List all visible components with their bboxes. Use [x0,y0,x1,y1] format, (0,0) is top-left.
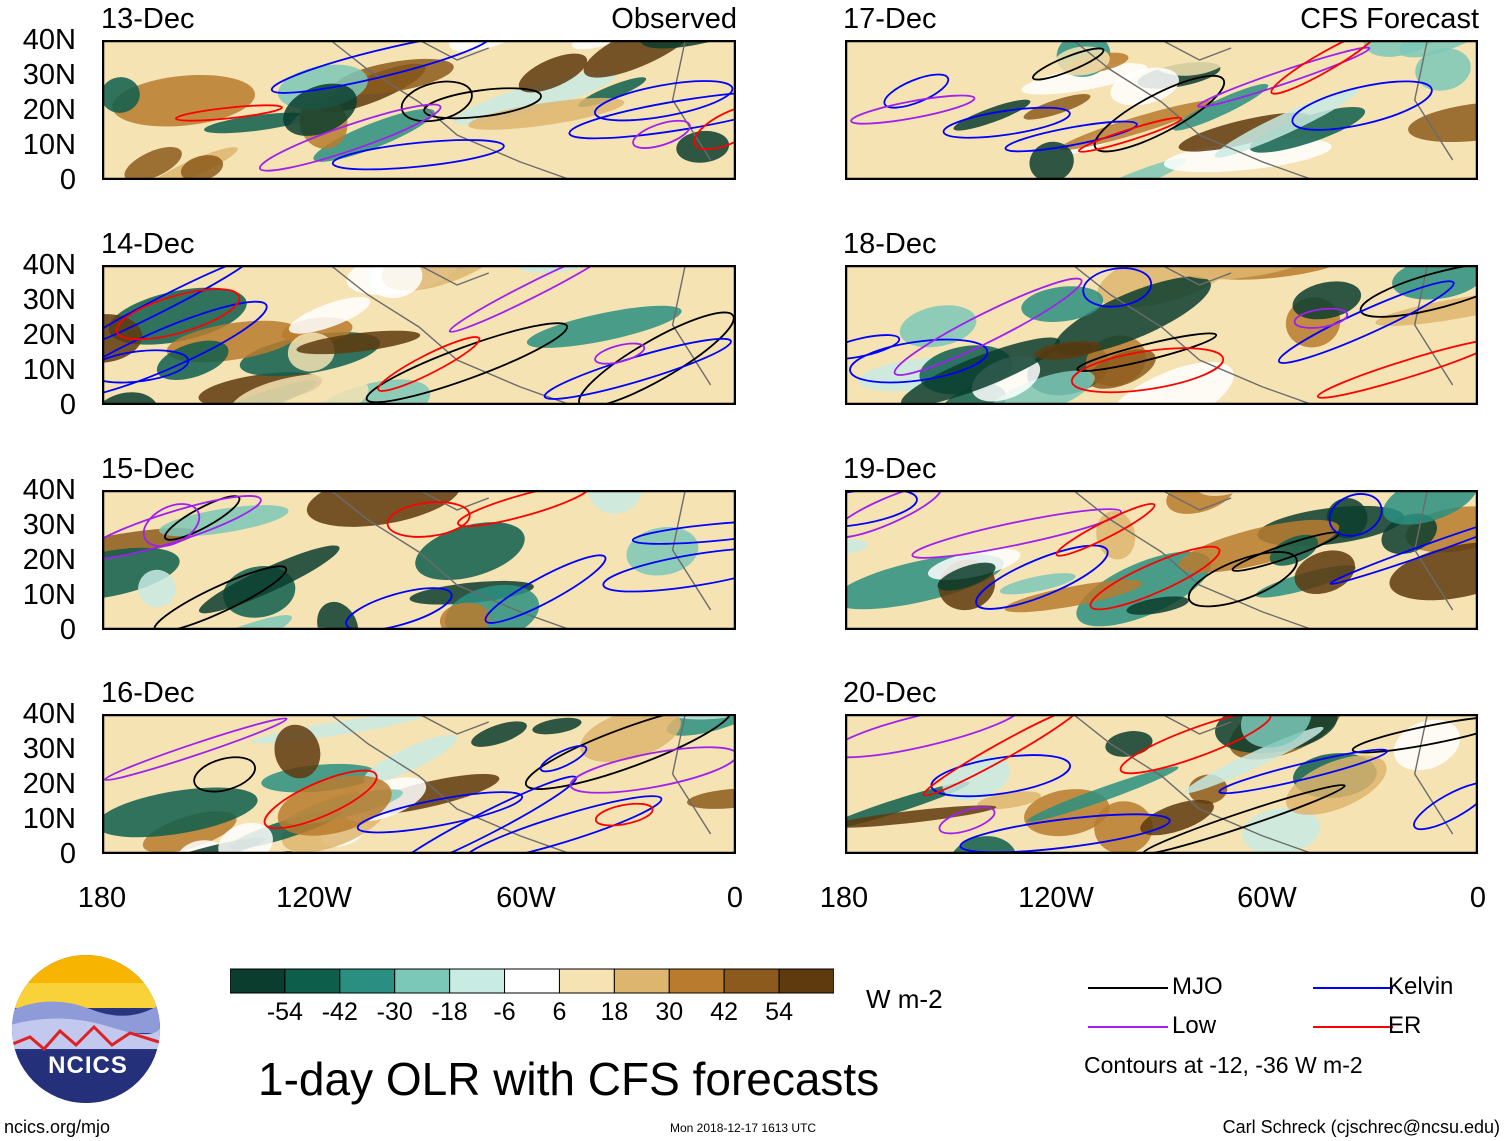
footer-timestamp: Mon 2018-12-17 1613 UTC [670,1121,817,1135]
colorbar-segment-2 [339,968,396,994]
lat-label-row3-2: 20N [22,544,76,576]
colorbar-segment-6 [558,968,615,994]
panel-date-7: 19-Dec [843,453,937,485]
olr-map-observed-1 [102,40,736,180]
legend-line-kelvin [1313,987,1393,989]
colorbar-tick-1: -42 [321,998,358,1026]
olr-map-observed-3 [102,490,736,630]
colorbar-tick-7: 30 [655,998,684,1026]
lat-label-row2-3: 10N [22,354,76,386]
lat-label-row1-3: 10N [22,129,76,161]
units-label: W m-2 [866,984,943,1014]
colorbar-segment-0 [230,968,286,994]
legend-label-er: ER [1388,1012,1422,1039]
colorbar-tick-8: 42 [710,998,739,1026]
ncics-logo [12,955,160,1103]
colorbar-tick-9: 54 [765,998,793,1026]
legend-line-low [1088,1026,1168,1028]
lat-label-row1-4: 0 [59,164,76,196]
colorbar-segment-1 [284,968,341,994]
lat-label-row2-2: 20N [22,319,76,351]
observed-label: Observed [611,3,737,35]
lat-label-row2-4: 0 [59,389,76,421]
olr-map-observed-4 [102,714,736,854]
legend-line-er [1313,1026,1393,1028]
lon-label-180-right: 180 [819,882,869,914]
colorbar-tick-4: -6 [493,998,516,1026]
lat-label-row2-1: 30N [22,284,76,316]
lat-label-row4-0: 40N [22,698,76,730]
main-title: 1-day OLR with CFS forecasts [258,1053,880,1105]
legend-label-mjo: MJO [1172,973,1223,1000]
lat-label-row1-0: 40N [22,24,76,56]
olr-map-forecast-1 [845,40,1478,180]
olr-map-forecast-3 [845,490,1478,630]
colorbar-segment-4 [449,968,506,994]
colorbar-segment-8 [668,968,725,994]
lat-label-row1-1: 30N [22,59,76,91]
colorbar-segment-9 [723,968,780,994]
lon-label-0-left: 0 [726,882,744,914]
lat-label-row3-0: 40N [22,474,76,506]
logo-text: NCICS [48,1052,128,1079]
legend-label-kelvin: Kelvin [1388,973,1454,1000]
footer-credit: Carl Schreck (cjschrec@ncsu.edu) [1222,1117,1500,1137]
legend-line-mjo [1088,987,1168,989]
lat-label-row4-3: 10N [22,803,76,835]
legend-label-low: Low [1172,1012,1217,1039]
lat-label-row4-1: 30N [22,733,76,765]
lat-label-row2-0: 40N [22,249,76,281]
colorbar-tick-2: -30 [376,998,413,1026]
colorbar-tick-3: -18 [431,998,468,1026]
panel-date-6: 18-Dec [843,228,937,260]
lat-label-row3-4: 0 [59,614,76,646]
colorbar-segment-5 [504,968,560,994]
lon-label-60w-right: 60W [1237,882,1297,914]
panel-date-2: 14-Dec [101,228,195,260]
colorbar-tick-6: 18 [600,998,629,1026]
colorbar-tick-5: 6 [552,998,567,1026]
lon-label-120w-left: 120W [276,882,352,914]
contour-note: Contours at -12, -36 W m-2 [1084,1052,1363,1078]
lat-label-row4-2: 20N [22,768,76,800]
panel-date-3: 15-Dec [101,453,195,485]
olr-map-forecast-2 [845,265,1478,405]
panel-date-1: 13-Dec [101,3,195,35]
lon-label-120w-right: 120W [1018,882,1094,914]
forecast-label: CFS Forecast [1300,3,1479,35]
lon-label-180-left: 180 [77,882,127,914]
panel-date-5: 17-Dec [843,3,937,35]
colorbar-tick-0: -54 [266,998,303,1026]
panel-date-4: 16-Dec [101,677,195,709]
colorbar-segment-10 [778,968,834,994]
colorbar-segment-3 [394,968,451,994]
olr-map-observed-2 [102,265,736,405]
lon-label-60w-left: 60W [496,882,556,914]
lon-label-0-right: 0 [1469,882,1487,914]
panel-date-8: 20-Dec [843,677,937,709]
lat-label-row1-2: 20N [22,94,76,126]
lat-label-row3-1: 30N [22,509,76,541]
colorbar [230,968,834,994]
lat-label-row3-3: 10N [22,579,76,611]
colorbar-segment-7 [613,968,670,994]
lat-label-row4-4: 0 [59,838,76,870]
olr-map-forecast-4 [845,714,1478,854]
footer-url: ncics.org/mjo [4,1117,111,1137]
